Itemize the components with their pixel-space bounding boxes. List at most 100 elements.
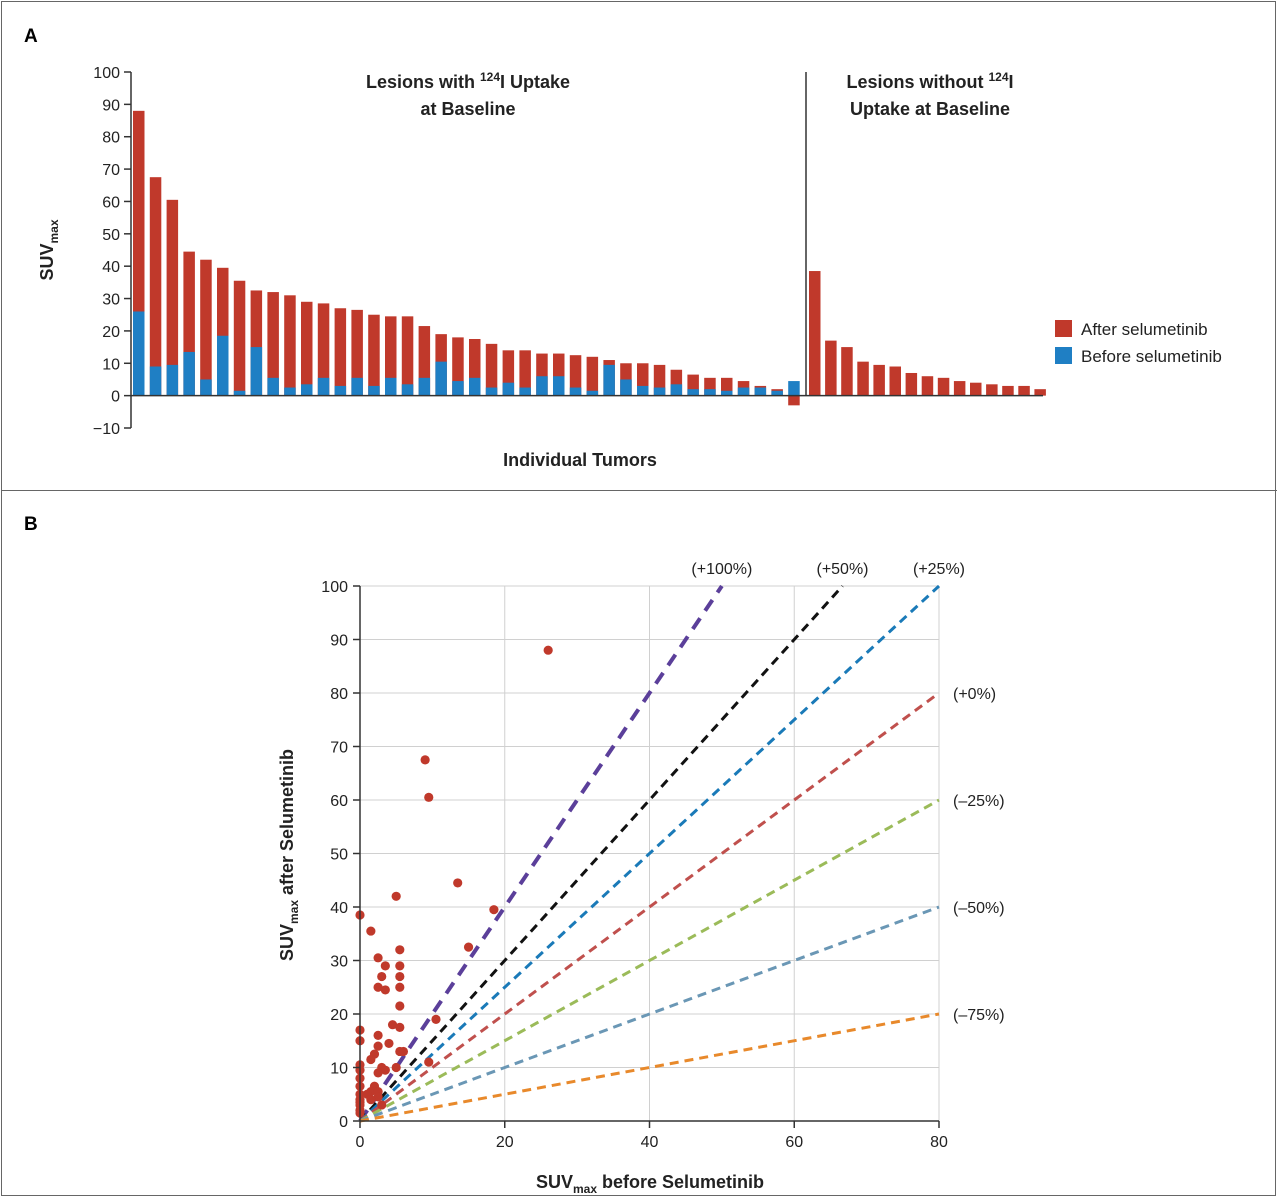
bar-after — [334, 308, 347, 396]
bar-after — [637, 363, 649, 396]
scatter-point — [373, 953, 383, 963]
panel-divider — [1, 490, 1277, 491]
panel-b-axes: 0 10 20 30 40 50 60 70 80 90 100 0 20 40 60 80 — [321, 579, 948, 1151]
scatter-point — [373, 982, 383, 992]
legend-before-swatch — [1055, 347, 1072, 364]
bar-before — [133, 311, 145, 396]
panel-b-y-tick-label: 50 — [330, 847, 348, 864]
panel-a-y-tick-label: 30 — [102, 292, 120, 309]
bar-before — [267, 377, 279, 396]
bar-before — [502, 382, 515, 396]
bar-after-no-uptake — [809, 271, 821, 396]
legend-after-label: After selumetinib — [1081, 320, 1208, 339]
reference-line — [359, 691, 940, 1123]
bar-after — [586, 356, 599, 396]
bar-after-no-uptake — [986, 384, 998, 396]
scatter-point — [391, 1062, 401, 1073]
reference-line — [358, 584, 844, 1123]
bar-after — [670, 369, 683, 396]
scatter-point — [387, 1020, 398, 1030]
bar-before — [704, 389, 716, 396]
bar-before — [754, 387, 767, 396]
legend-before-label: Before selumetinib — [1081, 347, 1222, 366]
bar-after-no-uptake — [1034, 389, 1046, 396]
scatter-point — [395, 971, 405, 982]
panel-a-y-tick-label: 90 — [102, 97, 120, 114]
bar-before — [485, 387, 498, 396]
bar-after-no-uptake — [970, 382, 982, 396]
bar-before — [317, 377, 330, 396]
panel-b-y-tick-label: 80 — [330, 686, 348, 703]
bar-before — [536, 376, 548, 396]
bar-after — [351, 309, 363, 396]
bar-before — [620, 379, 632, 396]
scatter-point — [373, 1041, 383, 1051]
panel-b-x-tick-label: 20 — [496, 1134, 514, 1151]
bar-after-no-uptake — [1018, 385, 1030, 396]
reference-line-label: (+50%) — [816, 561, 868, 578]
reference-line — [358, 584, 724, 1123]
bar-before — [149, 366, 162, 396]
scatter-point — [395, 982, 405, 992]
bar-after — [200, 259, 212, 396]
panel-a-y-tick-label: 10 — [102, 356, 120, 373]
panel-a-y-axis: −10 0 10 20 30 40 50 60 70 80 90 100 — [93, 65, 1043, 438]
bar-before — [687, 389, 699, 396]
bar-before — [519, 387, 531, 396]
bar-before — [368, 385, 380, 396]
section-with-uptake-line1: Lesions with 124I Uptake — [366, 70, 570, 92]
reference-line — [359, 905, 940, 1123]
scatter-point — [420, 755, 430, 765]
bar-before — [788, 381, 800, 396]
scatter-point — [366, 926, 376, 936]
bar-after-no-uptake — [905, 372, 918, 396]
bar-before — [284, 387, 296, 396]
bar-after — [788, 395, 800, 406]
scatter-point — [395, 1046, 405, 1057]
panel-a-y-tick-label: 100 — [93, 65, 120, 82]
bar-before — [603, 364, 615, 396]
scatter-point — [453, 878, 463, 888]
bar-after-no-uptake — [889, 366, 901, 396]
bar-after — [267, 292, 279, 396]
bar-after — [452, 337, 464, 396]
scatter-point — [373, 1092, 383, 1102]
panel-a-y-tick-label: 20 — [102, 324, 120, 341]
panel-a-y-tick-label: 60 — [102, 194, 120, 211]
bar-before — [469, 377, 481, 396]
bar-after — [166, 199, 179, 396]
panel-a-y-tick-label: 70 — [102, 162, 120, 179]
panel-b-x-tick-label: 40 — [641, 1134, 659, 1151]
bar-after-no-uptake — [873, 364, 885, 396]
section-without-uptake-line1: Lesions without 124I — [846, 70, 1013, 92]
bar-after — [519, 350, 531, 396]
scatter-point — [366, 1054, 376, 1065]
bar-after-no-uptake — [1002, 385, 1014, 396]
panel-a-y-tick-label: −10 — [93, 421, 120, 438]
bar-after — [401, 316, 414, 396]
scatter-point — [543, 645, 553, 655]
scatter-point — [489, 905, 499, 915]
scatter-point — [424, 792, 434, 802]
scatter-point — [395, 1001, 405, 1011]
panel-a-y-tick-label: 80 — [102, 130, 120, 147]
bar-after — [301, 301, 313, 396]
bar-after — [149, 177, 162, 396]
scatter-point — [395, 945, 405, 955]
panel-b-y-axis-title: SUVmax after Selumetinib — [277, 749, 301, 961]
panel-b-y-tick-label: 0 — [339, 1114, 348, 1131]
scatter-point — [463, 942, 474, 952]
bar-before — [418, 377, 431, 396]
panel-b-x-tick-label: 80 — [930, 1134, 948, 1151]
scatter-point — [366, 1095, 376, 1105]
bar-after-no-uptake — [825, 340, 837, 396]
scatter-point — [395, 961, 405, 971]
panel-b-x-tick-label: 0 — [356, 1134, 365, 1151]
bar-after — [217, 267, 229, 396]
scatter-point — [380, 961, 390, 971]
scatter-point — [391, 891, 401, 901]
bar-after — [721, 377, 733, 396]
panel-b-y-tick-label: 10 — [330, 1061, 348, 1078]
bar-before — [637, 385, 649, 396]
